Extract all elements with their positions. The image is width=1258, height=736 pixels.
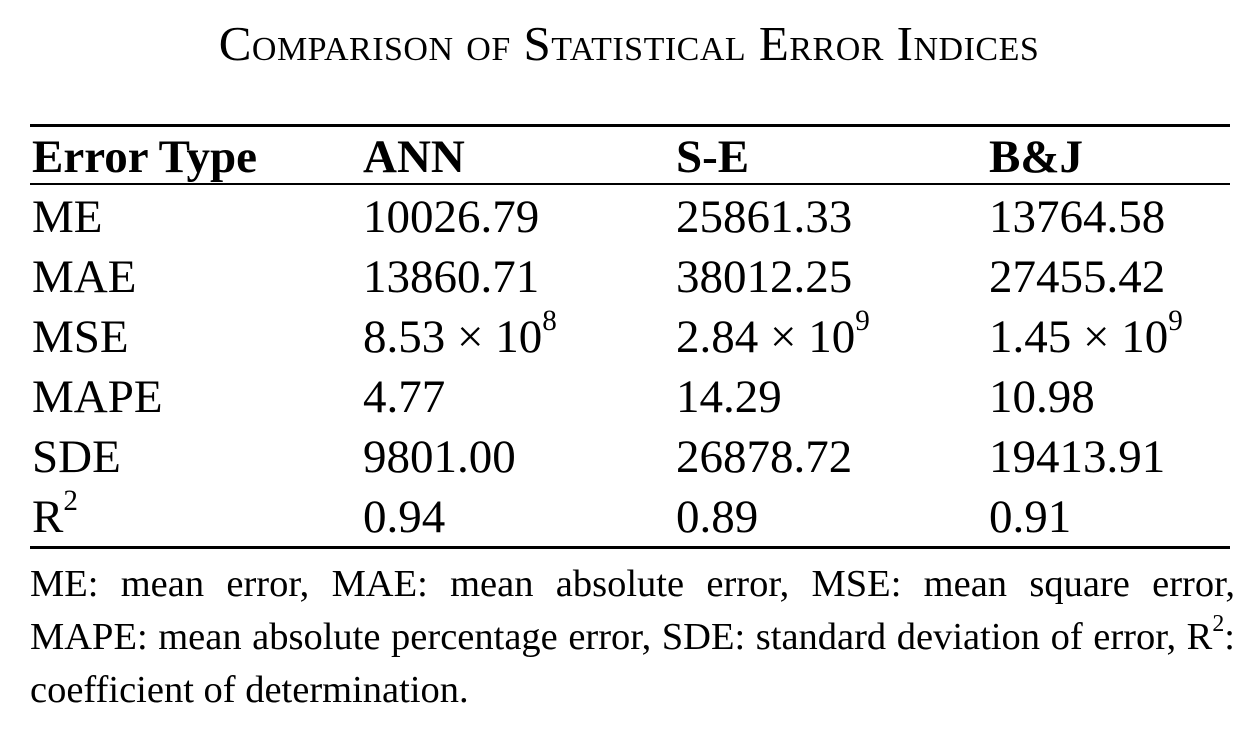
header-rule <box>30 183 1230 185</box>
table-cell: 0.94 <box>363 487 445 547</box>
cell-value: 27455.42 <box>989 251 1166 303</box>
table-row: MAE 13860.71 38012.25 27455.42 <box>30 247 1230 307</box>
table-cell: 8.53 × 108 <box>363 307 557 367</box>
table-cell: 14.29 <box>676 367 782 427</box>
cell-value: 0.94 <box>363 491 446 543</box>
table-cell: 4.77 <box>363 367 445 427</box>
row-label: MAE <box>32 251 137 303</box>
cell-value: 10026.79 <box>363 191 540 243</box>
table-row: R2 0.94 0.89 0.91 <box>30 487 1230 547</box>
footnote-tail: : coefficient of determination. <box>30 616 1235 711</box>
table-cell: 10.98 <box>989 367 1095 427</box>
table-cell: 26878.72 <box>676 427 852 487</box>
top-rule <box>30 124 1230 127</box>
row-label: R2 <box>32 485 78 543</box>
cell-value: 9801.00 <box>363 431 516 483</box>
table-cell: 0.91 <box>989 487 1071 547</box>
cell-exponent: 8 <box>542 305 557 338</box>
footnote-superscript: 2 <box>1212 611 1225 638</box>
table-cell: 25861.33 <box>676 187 852 247</box>
table-row: MAPE 4.77 14.29 10.98 <box>30 367 1230 427</box>
table-caption: Comparison of Statistical Error Indices <box>218 16 1040 71</box>
table-cell: 13764.58 <box>989 187 1165 247</box>
cell-value: 10.98 <box>989 371 1095 423</box>
table-cell: 2.84 × 109 <box>676 307 870 367</box>
cell-value: 1.45 × 10 <box>989 311 1169 363</box>
table-row: ME 10026.79 25861.33 13764.58 <box>30 187 1230 247</box>
cell-value: 0.91 <box>989 491 1072 543</box>
cell-exponent: 9 <box>855 305 870 338</box>
row-label-superscript: 2 <box>63 485 78 518</box>
cell-value: 14.29 <box>676 371 782 423</box>
cell-value: 25861.33 <box>676 191 853 243</box>
table-row: SDE 9801.00 26878.72 19413.91 <box>30 427 1230 487</box>
table-header-row: Error Type ANN S-E B&J <box>30 127 1230 187</box>
header-ann: ANN <box>363 131 465 183</box>
table-cell: 0.89 <box>676 487 758 547</box>
cell-value: 4.77 <box>363 371 446 423</box>
table-cell: 9801.00 <box>363 427 516 487</box>
row-label: SDE <box>32 431 121 483</box>
header-error-type: Error Type <box>32 131 257 183</box>
row-label: ME <box>32 191 103 243</box>
cell-value: 19413.91 <box>989 431 1166 483</box>
cell-value: 13860.71 <box>363 251 540 303</box>
table-row: MSE 8.53 × 108 2.84 × 109 1.45 × 109 <box>30 307 1230 367</box>
cell-value: 26878.72 <box>676 431 853 483</box>
cell-value: 8.53 × 10 <box>363 311 543 363</box>
row-label: MSE <box>32 311 129 363</box>
cell-exponent: 9 <box>1168 305 1183 338</box>
table-cell: 1.45 × 109 <box>989 307 1183 367</box>
header-s-e: S-E <box>676 131 750 183</box>
row-label: MAPE <box>32 371 163 423</box>
bottom-rule <box>30 546 1230 549</box>
table-cell: 10026.79 <box>363 187 539 247</box>
header-b-j: B&J <box>989 131 1083 183</box>
table-cell: 19413.91 <box>989 427 1165 487</box>
cell-value: 2.84 × 10 <box>676 311 856 363</box>
table-cell: 27455.42 <box>989 247 1165 307</box>
footnote-text: ME: mean error, MAE: mean absolute error… <box>30 563 1235 658</box>
table-cell: 38012.25 <box>676 247 852 307</box>
table-cell: 13860.71 <box>363 247 539 307</box>
table-footnote: ME: mean error, MAE: mean absolute error… <box>30 558 1235 717</box>
cell-value: 0.89 <box>676 491 759 543</box>
cell-value: 13764.58 <box>989 191 1166 243</box>
cell-value: 38012.25 <box>676 251 853 303</box>
